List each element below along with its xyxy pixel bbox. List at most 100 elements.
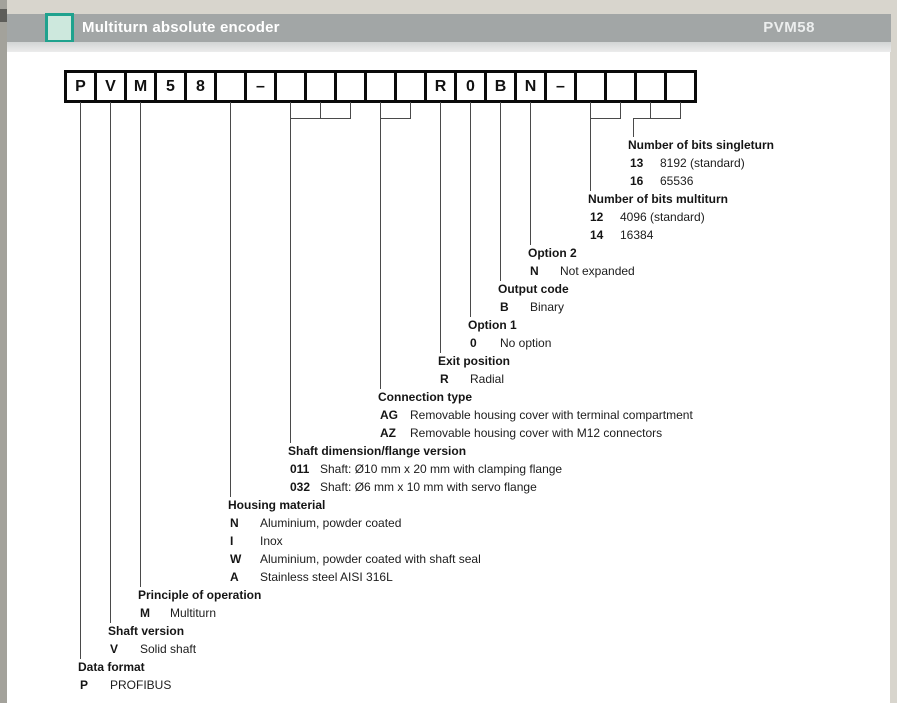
item-code: A: [230, 570, 239, 584]
code-cell-7: –: [244, 70, 277, 103]
section-item-bits-singleturn-16: 16 65536: [630, 175, 693, 188]
code-cell-18: [574, 70, 607, 103]
section-item-option-2-N: N Not expanded: [530, 265, 635, 278]
section-item-bits-multiturn-14: 14 16384: [590, 229, 653, 242]
code-cell-10: [334, 70, 367, 103]
connector-line-shaft-dimension: [290, 118, 291, 443]
item-code: N: [230, 516, 239, 530]
code-cell-15: B: [484, 70, 517, 103]
item-code: 12: [590, 210, 604, 224]
section-item-bits-multiturn-12: 12 4096 (standard): [590, 211, 705, 224]
connector-line-principle-of-operation: [140, 102, 141, 587]
section-item-housing-material-W: W Aluminium, powder coated with shaft sea…: [230, 553, 481, 566]
section-title-output-code: Output code: [498, 282, 569, 296]
code-cell-3: M: [124, 70, 157, 103]
code-cell-14: 0: [454, 70, 487, 103]
section-title-data-format: Data format: [78, 660, 145, 674]
code-cell-5: 8: [184, 70, 217, 103]
section-item-bits-singleturn-13: 13 8192 (standard): [630, 157, 745, 170]
page-right-edge: [890, 0, 897, 703]
code-cell-11: [364, 70, 397, 103]
item-description: PROFIBUS: [110, 678, 172, 692]
page-content-background: [7, 52, 890, 703]
item-description: 4096 (standard): [620, 210, 705, 224]
bracket-stub-shaft-dimension-2: [320, 102, 321, 118]
connector-line-connection-type: [380, 118, 381, 389]
item-code: 13: [630, 156, 644, 170]
page-title: Multiturn absolute encoder: [82, 19, 280, 36]
bracket-bar-shaft-dimension: [290, 118, 351, 119]
item-code: 0: [470, 336, 477, 350]
section-item-principle-of-operation-M: M Multiturn: [140, 607, 216, 620]
section-header-bar: Multiturn absolute encoder PVM58: [7, 13, 891, 43]
connector-line-output-code: [500, 102, 501, 281]
section-title-shaft-dimension: Shaft dimension/flange version: [288, 444, 467, 458]
section-item-shaft-dimension-032: 032 Shaft: Ø6 mm x 10 mm with servo flang…: [290, 481, 537, 494]
code-cell-1: P: [64, 70, 97, 103]
item-code: W: [230, 552, 242, 566]
code-cell-13: R: [424, 70, 457, 103]
item-code: M: [140, 606, 150, 620]
section-title-option-2: Option 2: [528, 246, 577, 260]
section-title-housing-material: Housing material: [228, 498, 326, 512]
bracket-stub-bits-multiturn-2: [620, 102, 621, 118]
bracket-stub-bits-singleturn-1: [650, 102, 651, 118]
item-description: Aluminium, powder coated: [260, 516, 402, 530]
item-code: AG: [380, 408, 398, 422]
connector-line-shaft-version: [110, 102, 111, 623]
section-item-housing-material-N: N Aluminium, powder coated: [230, 517, 401, 530]
code-cell-21: [664, 70, 697, 103]
item-description: Removable housing cover with M12 connect…: [410, 426, 663, 440]
bracket-stub-connection-type-2: [410, 102, 411, 118]
item-description: Radial: [470, 372, 505, 386]
item-description: Multiturn: [170, 606, 217, 620]
code-cell-9: [304, 70, 337, 103]
page-left-edge: [0, 0, 7, 703]
item-description: 65536: [660, 174, 694, 188]
section-title-bits-singleturn: Number of bits singleturn: [628, 138, 775, 152]
item-description: Binary: [530, 300, 565, 314]
connector-line-exit-position: [440, 102, 441, 353]
section-title-option-1: Option 1: [468, 318, 517, 332]
connector-line-bits-multiturn: [590, 118, 591, 191]
section-title-principle-of-operation: Principle of operation: [138, 588, 262, 602]
code-cell-6: [214, 70, 247, 103]
item-description: Not expanded: [560, 264, 635, 278]
connector-line-housing-material: [230, 102, 231, 497]
section-title-exit-position: Exit position: [438, 354, 510, 368]
section-item-connection-type-AZ: AZ Removable housing cover with M12 conne…: [380, 427, 662, 440]
item-description: Inox: [260, 534, 283, 548]
code-cell-12: [394, 70, 427, 103]
item-code: P: [80, 678, 89, 692]
item-code: 14: [590, 228, 604, 242]
item-code: 16: [630, 174, 644, 188]
item-description: Stainless steel AISI 316L: [260, 570, 393, 584]
item-code: AZ: [380, 426, 396, 440]
section-item-output-code-B: B Binary: [500, 301, 564, 314]
section-title-bits-multiturn: Number of bits multiturn: [588, 192, 728, 206]
code-cell-8: [274, 70, 307, 103]
bracket-stub-shaft-dimension-1: [290, 102, 291, 118]
item-description: 8192 (standard): [660, 156, 745, 170]
item-code: N: [530, 264, 539, 278]
bracket-stub-shaft-dimension-3: [350, 102, 351, 118]
item-description: Removable housing cover with terminal co…: [410, 408, 693, 422]
connector-line-bits-singleturn: [633, 118, 634, 137]
section-item-housing-material-I: I Inox: [230, 535, 283, 548]
code-cell-19: [604, 70, 637, 103]
connector-line-data-format: [80, 102, 81, 659]
bracket-stub-bits-singleturn-2: [680, 102, 681, 118]
bracket-bar-connection-type: [380, 118, 411, 119]
section-item-option-1-0: 0 No option: [470, 337, 551, 350]
item-code: 032: [290, 480, 311, 494]
item-description: 16384: [620, 228, 654, 242]
item-code: 011: [290, 462, 310, 476]
code-cell-4: 5: [154, 70, 187, 103]
page-left-notch: [0, 9, 7, 22]
section-item-connection-type-AG: AG Removable housing cover with terminal …: [380, 409, 693, 422]
section-title-connection-type: Connection type: [378, 390, 473, 404]
bracket-bar-bits-singleturn: [633, 118, 681, 119]
code-cell-20: [634, 70, 667, 103]
bracket-stub-bits-multiturn-1: [590, 102, 591, 118]
